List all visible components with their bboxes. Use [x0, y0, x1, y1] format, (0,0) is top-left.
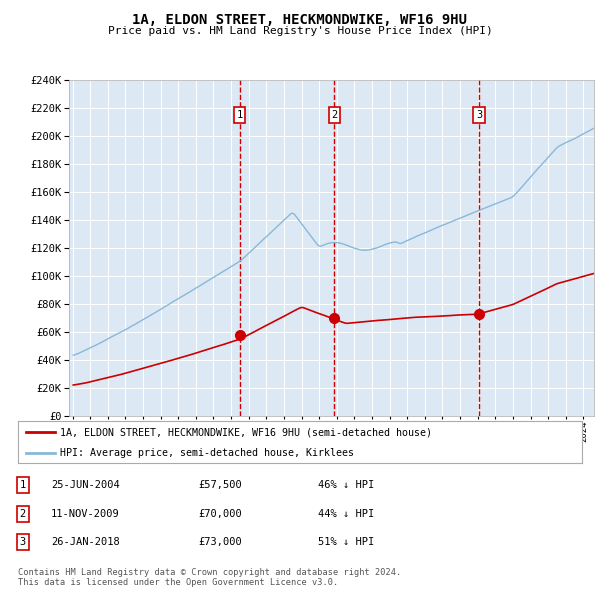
Text: 46% ↓ HPI: 46% ↓ HPI: [318, 480, 374, 490]
Text: 1A, ELDON STREET, HECKMONDWIKE, WF16 9HU: 1A, ELDON STREET, HECKMONDWIKE, WF16 9HU: [133, 13, 467, 27]
Text: £70,000: £70,000: [198, 509, 242, 519]
Text: 3: 3: [20, 537, 26, 547]
Text: 25-JUN-2004: 25-JUN-2004: [51, 480, 120, 490]
Text: £73,000: £73,000: [198, 537, 242, 547]
Text: 1: 1: [20, 480, 26, 490]
Text: 1A, ELDON STREET, HECKMONDWIKE, WF16 9HU (semi-detached house): 1A, ELDON STREET, HECKMONDWIKE, WF16 9HU…: [60, 427, 432, 437]
Text: 2: 2: [20, 509, 26, 519]
Text: 2: 2: [331, 110, 337, 120]
Text: Price paid vs. HM Land Registry's House Price Index (HPI): Price paid vs. HM Land Registry's House …: [107, 26, 493, 36]
Text: Contains HM Land Registry data © Crown copyright and database right 2024.
This d: Contains HM Land Registry data © Crown c…: [18, 568, 401, 587]
Text: 1: 1: [236, 110, 242, 120]
Text: 26-JAN-2018: 26-JAN-2018: [51, 537, 120, 547]
Text: 44% ↓ HPI: 44% ↓ HPI: [318, 509, 374, 519]
Text: 51% ↓ HPI: 51% ↓ HPI: [318, 537, 374, 547]
Text: 11-NOV-2009: 11-NOV-2009: [51, 509, 120, 519]
Text: £57,500: £57,500: [198, 480, 242, 490]
Text: HPI: Average price, semi-detached house, Kirklees: HPI: Average price, semi-detached house,…: [60, 448, 354, 457]
Text: 3: 3: [476, 110, 482, 120]
